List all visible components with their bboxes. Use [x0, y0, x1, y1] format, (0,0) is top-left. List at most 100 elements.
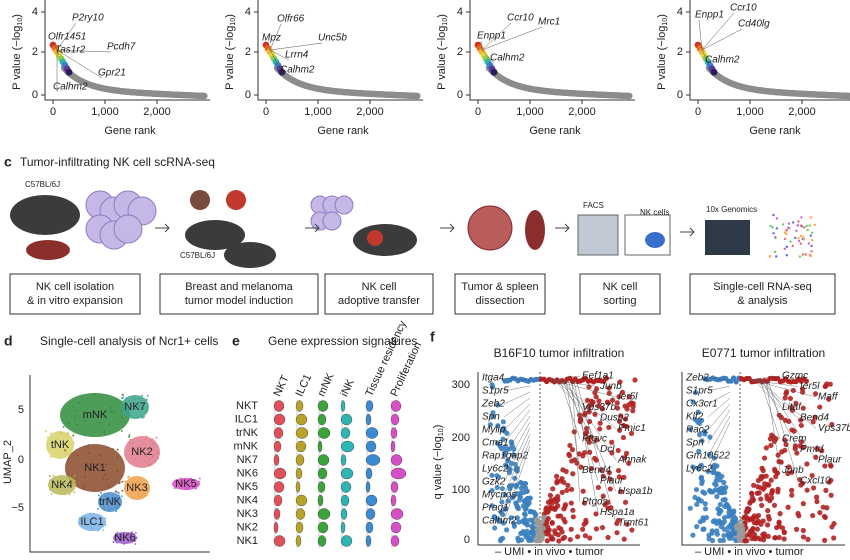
cell-dot [67, 486, 69, 488]
gene-dot [756, 518, 762, 524]
gene-dot [623, 450, 630, 456]
label-part: 10 [230, 18, 237, 26]
gene-dot [814, 498, 820, 505]
cell-dot [62, 481, 65, 484]
gene-dot [500, 512, 506, 518]
cell-dot [134, 531, 137, 534]
gene-dot [603, 375, 610, 381]
gene-dot [518, 480, 524, 486]
gene-dot [584, 397, 591, 403]
callout [701, 12, 735, 51]
cell-dot [101, 503, 104, 506]
gene-label: Spn [686, 438, 704, 449]
x-axis-label: Gene rank [529, 125, 581, 137]
gene-dot [751, 482, 757, 488]
gene-dot [698, 475, 704, 481]
gene-dot [771, 502, 778, 508]
gene-dot [776, 458, 782, 465]
facs-machine [577, 214, 619, 256]
y-tick-label: 4 [677, 6, 683, 18]
umap-dot [799, 234, 802, 238]
nk-cell [113, 214, 143, 244]
cell-dot [129, 441, 132, 444]
cell-dot [152, 442, 155, 445]
gene-dot [544, 538, 550, 544]
gene-dot [529, 524, 535, 530]
rank-plot [466, 0, 635, 104]
gene-dot [800, 389, 806, 395]
gene-label: Plaur [818, 455, 842, 466]
tumor-slice [467, 205, 513, 251]
gene-label: Ly6c2 [482, 464, 509, 475]
gene-dot [799, 439, 805, 445]
gene-dot [759, 502, 765, 509]
gene-dot [711, 455, 717, 461]
cell-dot [87, 444, 90, 446]
step-box [454, 273, 546, 315]
step-label: NK cell [362, 281, 397, 293]
violin [365, 440, 377, 453]
gene-dot [596, 403, 602, 409]
row-label: ILC1 [235, 413, 258, 425]
gene-dot [714, 463, 720, 469]
gene-label: Spn [482, 412, 500, 423]
gene-label: Enpp1 [477, 31, 506, 42]
gene-dot [695, 465, 701, 471]
cell-dot [108, 497, 110, 499]
callout [51, 41, 58, 51]
top-gene-dot [278, 68, 286, 76]
gene-dot [567, 442, 573, 449]
gene-dot [537, 535, 543, 541]
panel-title: Gene expression signatures [268, 334, 417, 348]
row-label: NK7 [237, 454, 258, 466]
cell-dot [173, 487, 176, 489]
cell-dot [51, 442, 54, 445]
callout [503, 377, 531, 381]
axes [257, 0, 423, 101]
cell-dot [133, 540, 136, 543]
gene-dot [810, 485, 817, 491]
gene-dot [549, 520, 555, 526]
gene-dot [621, 455, 628, 461]
callout [749, 379, 799, 387]
gene-dot [572, 457, 578, 463]
cell-dot [135, 406, 138, 409]
gene-dot [693, 486, 700, 493]
gene-dot [800, 534, 807, 540]
cell-dot [141, 493, 144, 496]
violin [317, 440, 323, 453]
x-tick-label: 0 [475, 106, 481, 118]
gene-label: Litaf [782, 402, 802, 413]
gene-dot [819, 448, 825, 454]
gene-dot [714, 531, 720, 537]
cluster-label: NK5 [175, 478, 196, 490]
cell-dot [72, 432, 75, 435]
gene-dot [757, 536, 763, 542]
gene-dot [700, 515, 706, 521]
cell-dot [73, 405, 75, 408]
cell-dot [93, 523, 95, 526]
gene-dot [526, 495, 533, 501]
cell-dot [103, 508, 105, 511]
column-header: ILC1 [293, 372, 314, 398]
device-label: 10x Genomics [706, 205, 757, 214]
gene-dot [590, 399, 596, 405]
cell-dot [119, 535, 121, 538]
gene-dot [785, 470, 791, 477]
gene-dot [570, 507, 576, 513]
cell-dot [109, 508, 111, 511]
cell-dot [121, 489, 124, 492]
callout [503, 415, 531, 457]
violin [273, 494, 283, 507]
cell-dot [196, 484, 198, 486]
callout [269, 49, 285, 76]
cell-dot [50, 446, 53, 449]
gene-dot [605, 534, 611, 541]
cluster [65, 444, 125, 492]
row-label: NK1 [237, 535, 258, 547]
gene-dot [822, 463, 828, 469]
gene-label: Gzk2 [482, 477, 506, 488]
row-label: NK4 [237, 494, 258, 506]
gene-dot [621, 536, 627, 542]
facs-label: FACS [583, 201, 604, 210]
